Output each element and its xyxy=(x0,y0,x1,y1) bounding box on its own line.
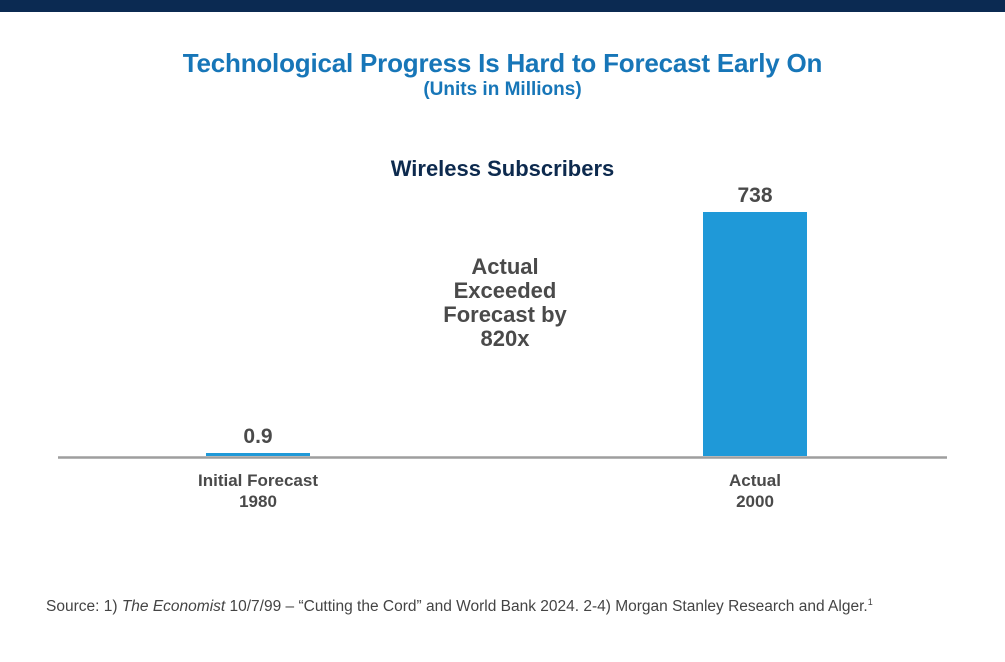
source-footnote: 1 xyxy=(867,597,873,607)
x-tick-label: Initial Forecast xyxy=(198,471,318,490)
annotation-line: Exceeded xyxy=(453,278,557,303)
x-tick-label: Actual xyxy=(729,471,781,490)
source-note: Source: 1) The Economist 10/7/99 – “Cutt… xyxy=(46,597,986,616)
top-banner xyxy=(0,0,1005,12)
source-publication: The Economist xyxy=(121,598,226,616)
source-text: 10/7/99 – “Cutting the Cord” and World B… xyxy=(225,598,868,616)
page-title: Technological Progress Is Hard to Foreca… xyxy=(182,48,823,78)
annotation-line: 820x xyxy=(480,326,530,351)
data-label: 738 xyxy=(737,184,772,207)
x-tick-label: 1980 xyxy=(239,492,277,511)
chart-title: Wireless Subscribers xyxy=(390,156,615,181)
x-tick-label: 2000 xyxy=(736,492,774,511)
bar-chart: 0.9 Initial Forecast 1980 738 Actual 2000 xyxy=(58,184,947,511)
bar-1 xyxy=(703,212,807,456)
annotation-line: Actual xyxy=(471,254,539,279)
data-label: 0.9 xyxy=(243,425,272,448)
chart-annotation: Actual Exceeded Forecast by 820x xyxy=(430,255,580,351)
page-subtitle: (Units in Millions) xyxy=(423,79,582,100)
source-prefix: Source: 1) xyxy=(46,598,122,616)
bar-0 xyxy=(206,453,310,456)
annotation-line: Forecast by xyxy=(443,302,567,327)
